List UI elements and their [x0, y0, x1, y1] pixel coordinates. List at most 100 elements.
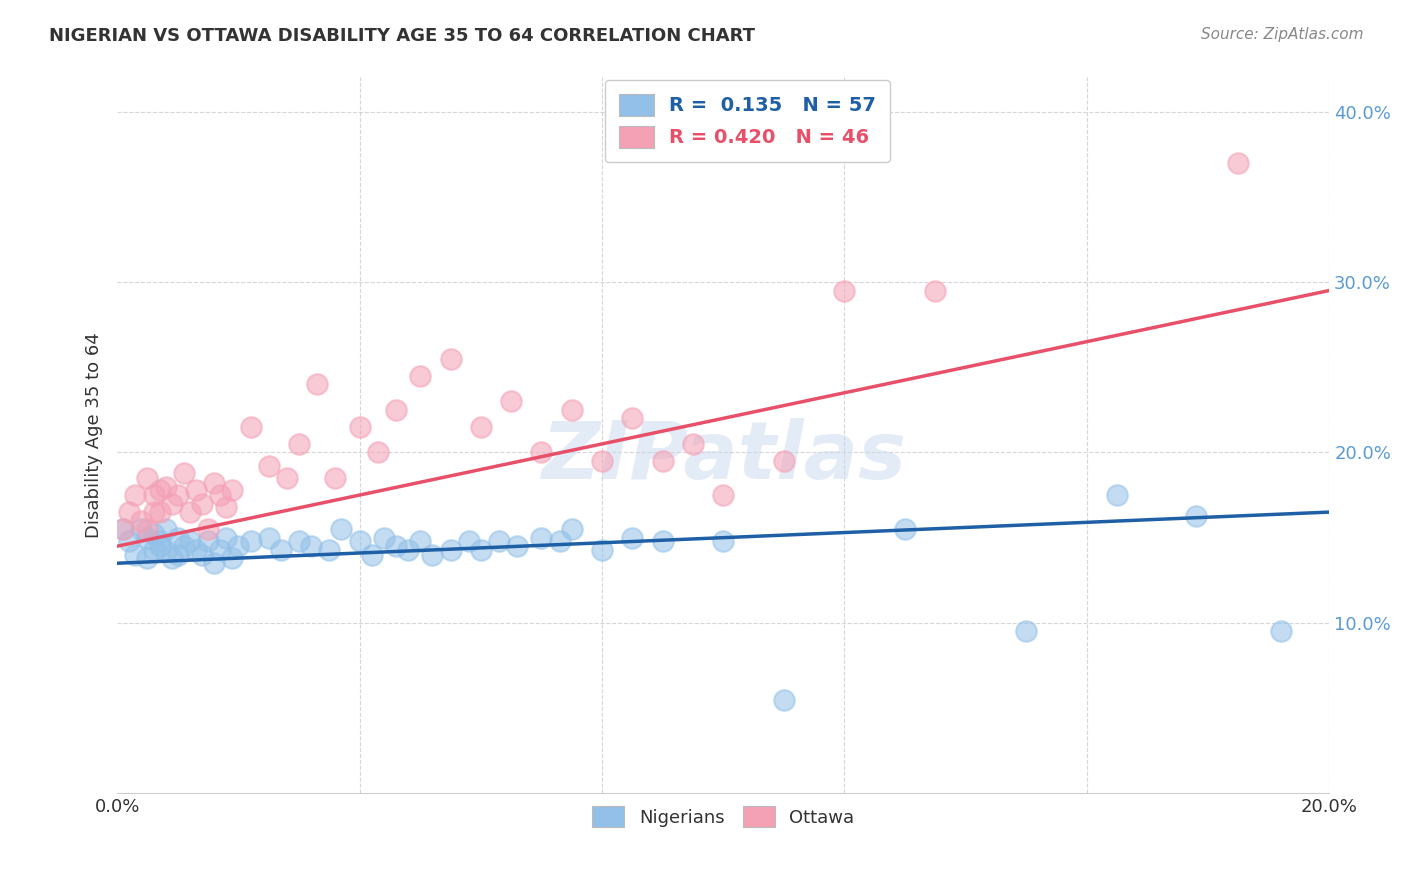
Point: [651, 534, 673, 549]
Point: [166, 548, 188, 562]
Point: [209, 542, 232, 557]
Point: [1185, 508, 1208, 523]
Point: [179, 534, 201, 549]
Point: [772, 454, 794, 468]
Point: [202, 556, 225, 570]
Point: [155, 522, 177, 536]
Point: [191, 497, 214, 511]
Point: [1270, 624, 1292, 639]
Text: Source: ZipAtlas.com: Source: ZipAtlas.com: [1201, 27, 1364, 42]
Point: [621, 531, 644, 545]
Point: [142, 488, 165, 502]
Point: [360, 548, 382, 562]
Point: [221, 551, 243, 566]
Point: [209, 488, 232, 502]
Point: [118, 505, 141, 519]
Point: [385, 539, 408, 553]
Point: [1107, 488, 1129, 502]
Point: [239, 534, 262, 549]
Point: [420, 548, 443, 562]
Point: [530, 445, 553, 459]
Point: [215, 531, 238, 545]
Point: [160, 497, 183, 511]
Point: [711, 488, 734, 502]
Point: [548, 534, 571, 549]
Point: [711, 534, 734, 549]
Point: [530, 531, 553, 545]
Point: [149, 505, 172, 519]
Point: [197, 522, 219, 536]
Point: [166, 531, 188, 545]
Point: [197, 534, 219, 549]
Point: [457, 534, 479, 549]
Point: [215, 500, 238, 514]
Point: [561, 522, 583, 536]
Point: [160, 551, 183, 566]
Point: [396, 542, 419, 557]
Point: [142, 542, 165, 557]
Point: [124, 548, 146, 562]
Point: [184, 483, 207, 497]
Point: [173, 539, 195, 553]
Point: [488, 534, 510, 549]
Point: [142, 527, 165, 541]
Point: [221, 483, 243, 497]
Point: [307, 377, 329, 392]
Point: [202, 476, 225, 491]
Point: [142, 505, 165, 519]
Point: [270, 542, 292, 557]
Point: [118, 534, 141, 549]
Point: [166, 488, 188, 502]
Point: [330, 522, 353, 536]
Legend: Nigerians, Ottawa: Nigerians, Ottawa: [585, 799, 862, 834]
Point: [385, 402, 408, 417]
Point: [591, 454, 613, 468]
Y-axis label: Disability Age 35 to 64: Disability Age 35 to 64: [86, 333, 103, 538]
Point: [112, 522, 135, 536]
Point: [173, 466, 195, 480]
Point: [131, 522, 153, 536]
Point: [561, 402, 583, 417]
Point: [834, 284, 856, 298]
Point: [591, 542, 613, 557]
Point: [772, 692, 794, 706]
Point: [257, 531, 280, 545]
Point: [1227, 155, 1250, 169]
Point: [621, 411, 644, 425]
Point: [155, 544, 177, 558]
Point: [184, 542, 207, 557]
Point: [257, 459, 280, 474]
Point: [470, 542, 492, 557]
Point: [409, 534, 432, 549]
Point: [506, 539, 529, 553]
Point: [349, 420, 371, 434]
Text: NIGERIAN VS OTTAWA DISABILITY AGE 35 TO 64 CORRELATION CHART: NIGERIAN VS OTTAWA DISABILITY AGE 35 TO …: [49, 27, 755, 45]
Point: [149, 483, 172, 497]
Point: [501, 394, 523, 409]
Point: [136, 471, 159, 485]
Point: [1015, 624, 1038, 639]
Point: [179, 505, 201, 519]
Point: [318, 542, 340, 557]
Point: [228, 539, 250, 553]
Point: [149, 534, 172, 549]
Point: [288, 534, 311, 549]
Point: [276, 471, 298, 485]
Point: [439, 542, 461, 557]
Point: [124, 488, 146, 502]
Point: [470, 420, 492, 434]
Point: [682, 437, 704, 451]
Point: [349, 534, 371, 549]
Point: [136, 551, 159, 566]
Point: [651, 454, 673, 468]
Point: [367, 445, 389, 459]
Point: [288, 437, 311, 451]
Point: [136, 522, 159, 536]
Point: [136, 531, 159, 545]
Point: [409, 368, 432, 383]
Point: [373, 531, 395, 545]
Text: ZIPatlas: ZIPatlas: [541, 417, 905, 496]
Point: [894, 522, 917, 536]
Point: [239, 420, 262, 434]
Point: [325, 471, 347, 485]
